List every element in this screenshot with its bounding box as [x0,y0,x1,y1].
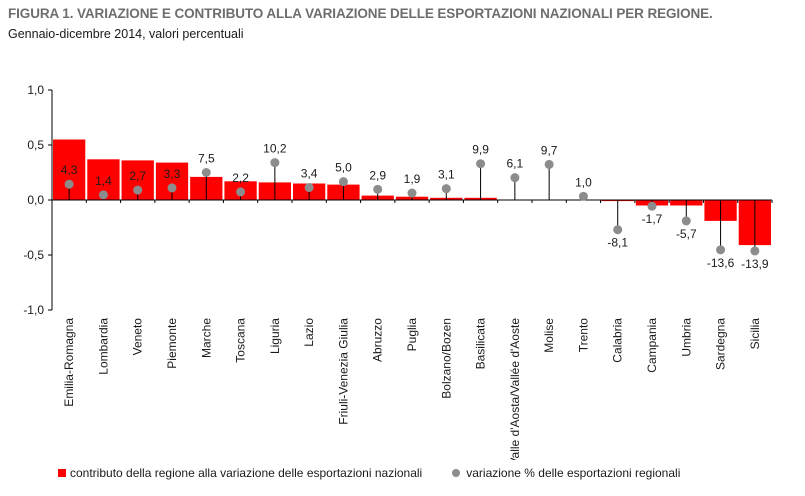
legend-item-dots: variazione % delle esportazioni regional… [452,466,680,480]
y-tick-label: 0,5 [27,138,44,152]
dot-label-17: -8,1 [607,236,628,250]
dot-label-15: 9,7 [541,143,558,157]
dot-1 [64,179,74,189]
dot-label-2: 1,4 [95,174,112,188]
dot-19 [681,216,691,226]
legend-dot-swatch [452,469,461,477]
dot-6 [236,187,246,197]
dot-label-6: 2,2 [232,171,249,185]
dot-20 [716,245,726,255]
legend-bar-swatch [58,469,66,477]
dot-label-11: 1,9 [404,172,421,186]
y-tick-label: -1,0 [23,303,44,317]
x-tick-label-13: Basilicata [474,318,488,370]
x-tick-label-20: Sardegna [714,318,728,370]
x-tick-label-10: Abruzzo [371,318,385,362]
dot-label-8: 3,4 [301,167,318,181]
x-tick-label-1: Emilia-Romagna [62,318,76,407]
dot-11 [407,188,417,198]
chart-legend: contributo della regione alla variazione… [58,466,680,480]
dot-label-18: -1,7 [642,212,663,226]
dot-label-16: 1,0 [575,175,592,189]
dot-label-20: -13,6 [707,256,735,270]
dot-label-7: 10,2 [263,142,287,156]
dot-label-14: 6,1 [507,157,524,171]
x-tick-label-11: Puglia [405,318,419,352]
legend-item-bars: contributo della regione alla variazione… [58,466,422,480]
dot-14 [510,173,520,183]
x-tick-label-4: Piemonte [165,318,179,369]
dot-15 [544,159,554,169]
x-tick-label-2: Lombardia [96,318,110,375]
dot-label-4: 3,3 [164,167,181,181]
y-tick-label: 0,0 [27,193,44,207]
x-tick-label-12: Bolzano/Bozen [439,318,453,399]
dot-label-12: 3,1 [438,168,455,182]
dot-5 [201,168,211,177]
legend-bars-label: contributo della regione alla variazione… [70,466,423,480]
dot-label-13: 9,9 [472,143,489,157]
dot-label-1: 4,3 [61,163,78,177]
x-tick-label-14: Valle d'Aosta/Vallée d'Aoste [508,318,522,460]
dot-21 [750,246,760,256]
x-tick-label-6: Toscana [234,318,248,363]
dot-2 [98,190,108,200]
x-tick-label-7: Liguria [268,318,282,354]
dot-12 [441,184,451,194]
x-tick-label-16: Trento [576,318,590,353]
dot-17 [613,225,623,235]
x-tick-label-19: Umbria [679,318,693,357]
dot-label-10: 2,9 [369,168,386,182]
dot-13 [476,159,486,169]
dot-8 [304,183,314,193]
chart-title: FIGURA 1. VARIAZIONE E CONTRIBUTO ALLA V… [8,6,713,21]
chart-subtitle: Gennaio-dicembre 2014, valori percentual… [8,27,244,41]
dot-label-19: -5,7 [676,227,697,241]
chart-plot: 1,0 0,5 0,0 -0,5 -1,0 4,3 1,4 2,7 3,3 7,5 2,2 10,2 3… [23,83,773,460]
x-tick-label-21: Sicilia [748,318,762,350]
legend-dots-label: variazione % delle esportazioni regional… [466,466,681,480]
dot-label-3: 2,7 [129,169,146,183]
x-tick-label-17: Calabria [611,318,625,363]
dot-18 [647,201,657,211]
x-tick-label-18: Campania [645,318,659,373]
x-tick-label-15: Molise [542,318,556,353]
y-tick-label: -0,5 [23,248,44,262]
dot-10 [373,184,383,194]
dot-7 [270,158,280,168]
dot-label-5: 7,5 [198,152,215,166]
dot-3 [133,185,143,195]
y-tick-label: 1,0 [27,83,44,97]
x-tick-label-3: Veneto [131,318,145,356]
x-tick-label-9: Friuli-Venezia Giulia [336,318,350,425]
dot-16 [578,191,588,201]
x-tick-label-8: Lazio [302,318,316,347]
dot-4 [167,183,177,193]
dot-label-21: -13,9 [741,257,769,271]
x-tick-label-5: Marche [199,318,213,358]
dot-9 [338,177,348,187]
dot-label-9: 5,0 [335,161,352,175]
